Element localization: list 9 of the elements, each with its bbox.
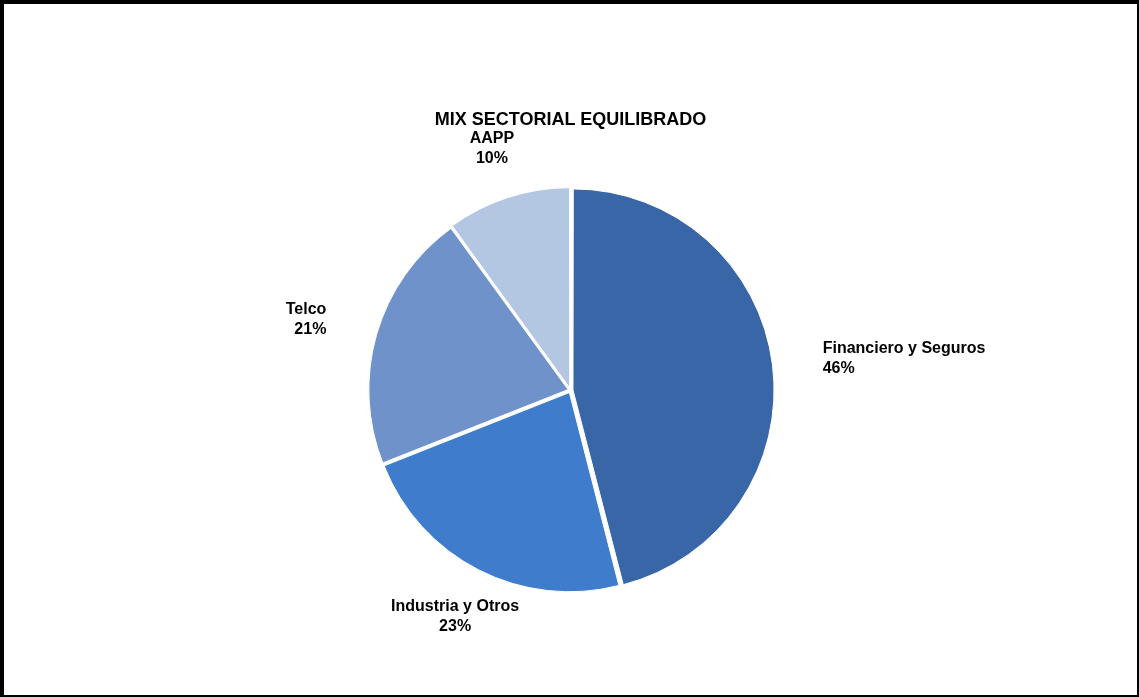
slice-label: Telco — [285, 299, 327, 317]
slice-label: Financiero y Seguros — [822, 338, 986, 356]
data-label: 21% — [294, 319, 327, 337]
slice-label: Industria y Otros — [391, 597, 520, 615]
chart-title: MIX SECTORIAL EQUILIBRADO — [434, 108, 707, 129]
data-label: 23% — [439, 617, 472, 635]
data-label: 46% — [822, 358, 855, 376]
data-label: 10% — [475, 148, 508, 166]
slice-label: AAPP — [469, 128, 515, 146]
